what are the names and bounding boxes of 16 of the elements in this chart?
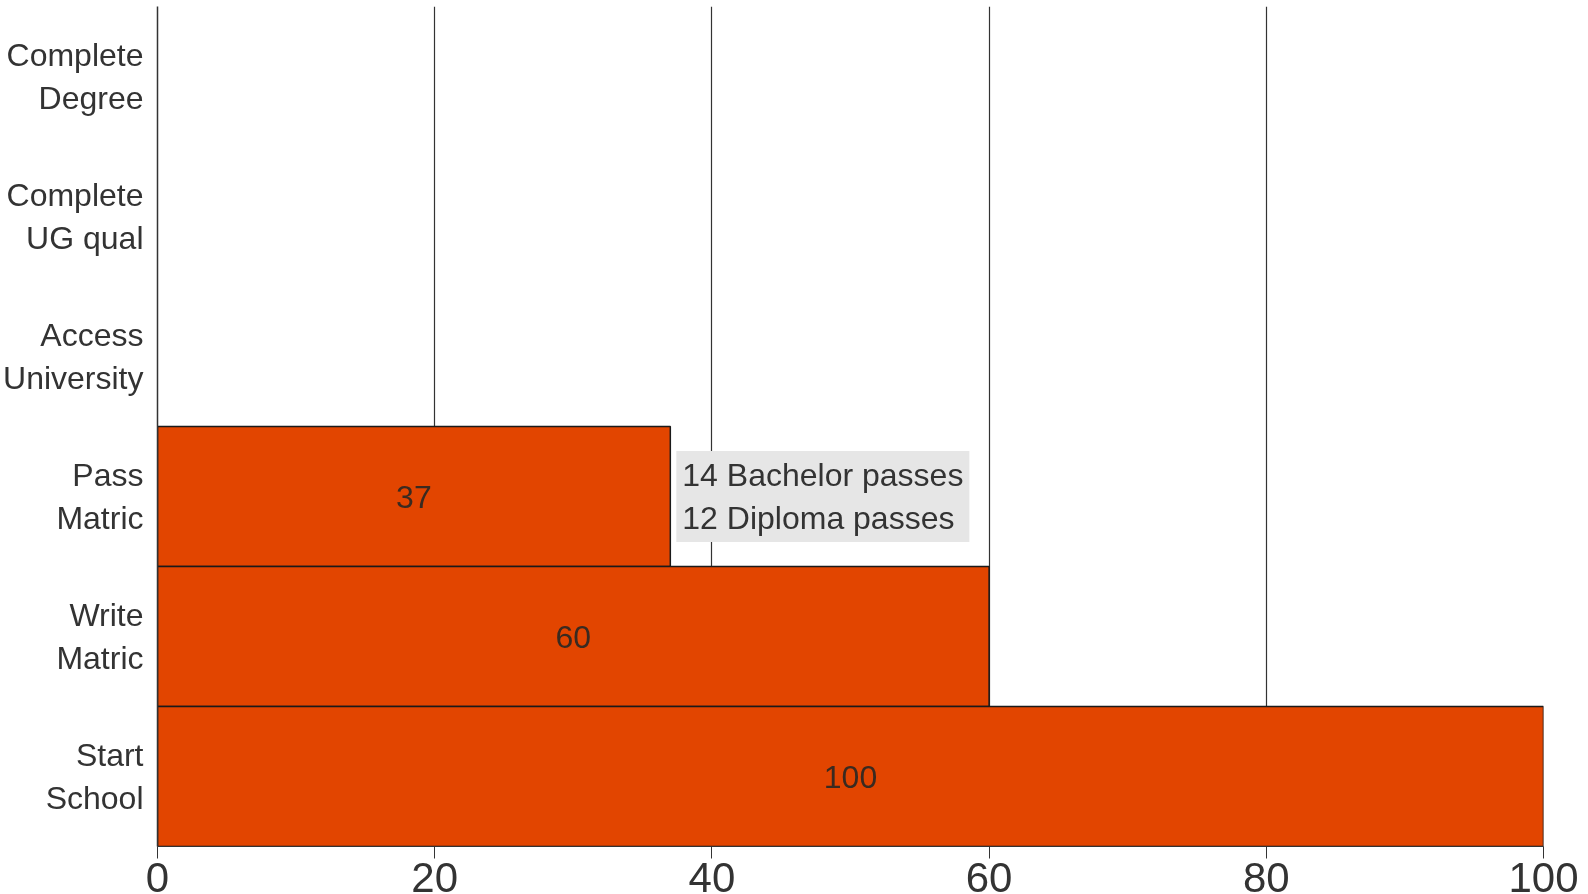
y-tick-label: Complete UG qual [6,176,144,257]
annotation: 14 Bachelor passes 12 Diploma passes [682,456,964,537]
x-tick-label: 100 [1508,853,1579,894]
data-label: 100 [823,758,878,795]
data-label: 60 [555,618,592,655]
y-tick-label: Complete Degree [6,36,144,117]
data-label: 37 [396,478,432,515]
x-tick-label: 80 [1242,853,1290,894]
y-tick-label: Write Matric [56,596,144,677]
y-tick-label: Start School [45,736,144,817]
x-tick-label: 20 [411,853,459,894]
y-tick-label: Pass Matric [56,456,144,537]
y-tick-label: Access University [3,316,144,397]
x-tick-label: 60 [965,853,1013,894]
x-tick-label: 40 [688,853,736,894]
x-tick-label: 0 [145,853,170,894]
